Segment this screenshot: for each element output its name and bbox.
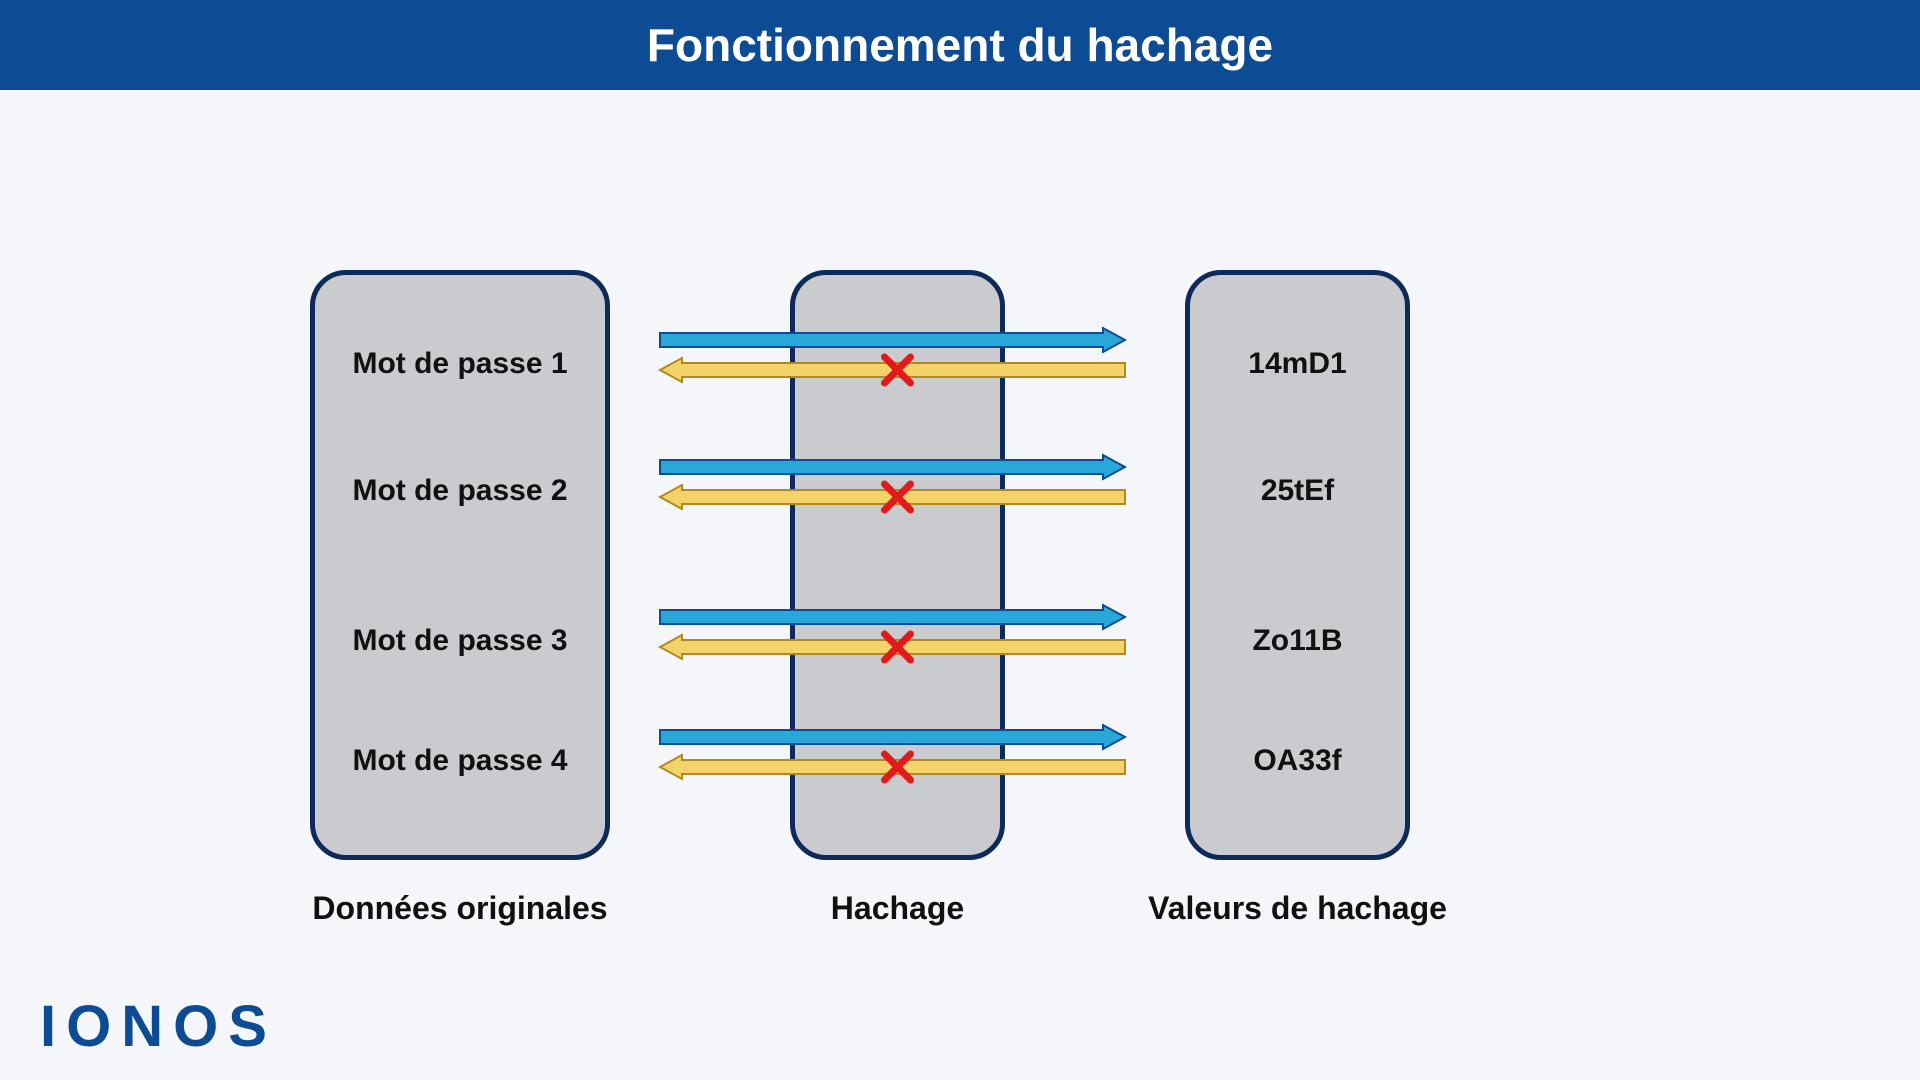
password-item-3: Mot de passe 3 xyxy=(315,624,605,658)
original-data-box: Mot de passe 1 Mot de passe 2 Mot de pas… xyxy=(310,270,610,860)
hashing-box xyxy=(790,270,1005,860)
original-data-label: Données originales xyxy=(270,890,650,927)
brand-logo: IONOS xyxy=(40,993,277,1060)
password-item-2: Mot de passe 2 xyxy=(315,474,605,508)
password-item-4: Mot de passe 4 xyxy=(315,744,605,778)
hash-value-3: Zo11B xyxy=(1190,624,1405,658)
page-title: Fonctionnement du hachage xyxy=(647,19,1273,71)
hash-values-box: 14mD1 25tEf Zo11B OA33f xyxy=(1185,270,1410,860)
hash-value-1: 14mD1 xyxy=(1190,347,1405,381)
hashing-label: Hachage xyxy=(750,890,1045,927)
hash-values-label: Valeurs de hachage xyxy=(1145,890,1450,927)
diagram-stage: Mot de passe 1 Mot de passe 2 Mot de pas… xyxy=(0,120,1920,1080)
hash-value-2: 25tEf xyxy=(1190,474,1405,508)
hash-value-4: OA33f xyxy=(1190,744,1405,778)
page-title-bar: Fonctionnement du hachage xyxy=(0,0,1920,90)
password-item-1: Mot de passe 1 xyxy=(315,347,605,381)
